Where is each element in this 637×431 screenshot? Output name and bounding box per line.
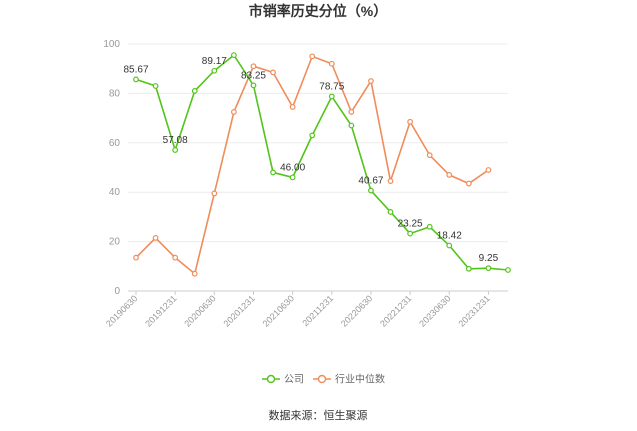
y-tick-label: 60 [109,138,121,149]
grid-lines [128,43,508,292]
data-point[interactable] [230,52,237,59]
data-point[interactable] [348,122,355,129]
data-point[interactable] [309,53,316,60]
x-axis: 20190630 20191231 20200630 20201231 20210630… [104,290,508,329]
data-label: 18.42 [437,231,462,242]
series-line [135,53,509,271]
data-point[interactable] [328,93,335,100]
data-point[interactable] [172,147,179,153]
data-label: 57.08 [163,135,188,146]
data-point[interactable] [211,190,218,197]
data-point[interactable] [191,88,198,94]
series-layer [133,52,511,277]
data-label: 83.25 [241,70,266,81]
data-label: 9.25 [479,253,499,264]
legend-marker-icon [317,374,327,384]
x-tick-label: 20190630 [104,293,139,328]
y-tick-label: 100 [103,39,120,50]
x-tick-label: 20210630 [261,293,296,328]
data-point[interactable] [270,69,276,76]
data-point[interactable] [270,169,276,176]
data-point[interactable] [446,242,453,249]
data-point[interactable] [152,234,159,241]
x-tick-label: 20191231 [143,293,178,328]
x-tick-label: 20201231 [221,293,256,328]
legend-label[interactable]: 行业中位数 [335,373,385,386]
y-axis: 0 20 40 60 80 100 [103,39,120,297]
data-point[interactable] [387,178,394,184]
data-point[interactable] [505,267,511,273]
data-point[interactable] [211,67,218,74]
data-point[interactable] [407,118,414,125]
data-point[interactable] [250,82,257,89]
y-tick-label: 0 [114,286,120,297]
data-point[interactable] [426,152,433,159]
data-label: 46.00 [280,162,305,173]
x-tick-label: 20200630 [182,293,217,328]
x-tick-label: 20231231 [456,293,491,328]
data-label: 23.25 [398,219,423,230]
data-point[interactable] [387,209,394,215]
data-point[interactable] [446,172,453,178]
data-point[interactable] [230,109,237,115]
data-point[interactable] [172,254,179,261]
data-label: 78.75 [319,81,344,92]
data-point[interactable] [133,254,139,261]
data-point[interactable] [289,104,296,110]
y-tick-label: 40 [109,187,121,198]
data-point[interactable] [250,63,257,70]
legend-marker-icon [266,374,276,384]
x-tick-label: 20230630 [417,293,452,328]
data-point[interactable] [289,174,296,181]
x-tick-label: 20221231 [378,293,413,328]
data-point[interactable] [368,78,374,84]
chart-title: 市销率历史分位（%） [249,3,387,19]
data-point[interactable] [368,187,374,194]
data-point[interactable] [328,60,335,67]
data-point[interactable] [133,76,139,83]
data-point[interactable] [348,109,355,115]
data-point[interactable] [465,180,472,187]
data-point[interactable] [309,132,316,139]
y-tick-label: 20 [109,237,121,248]
x-tick-label: 20220630 [339,293,374,328]
data-label: 40.67 [358,176,383,187]
data-point[interactable] [407,230,414,237]
data-point[interactable] [465,265,472,272]
data-label: 85.67 [123,64,148,75]
y-tick-label: 80 [109,88,121,99]
data-label: 89.17 [202,56,227,67]
data-source: 数据来源：恒生聚源 [269,408,368,422]
data-point[interactable] [152,83,159,89]
data-point[interactable] [426,223,433,230]
data-point[interactable] [485,265,492,272]
legend[interactable]: 公司 行业中位数 [262,373,385,386]
data-point[interactable] [191,270,198,277]
legend-label[interactable]: 公司 [284,375,304,386]
data-labels: 85.67 57.08 89.17 83.25 46.00 78.75 40.67 23.25… [123,56,498,264]
x-tick-label: 20211231 [300,293,335,328]
data-point[interactable] [485,167,492,173]
